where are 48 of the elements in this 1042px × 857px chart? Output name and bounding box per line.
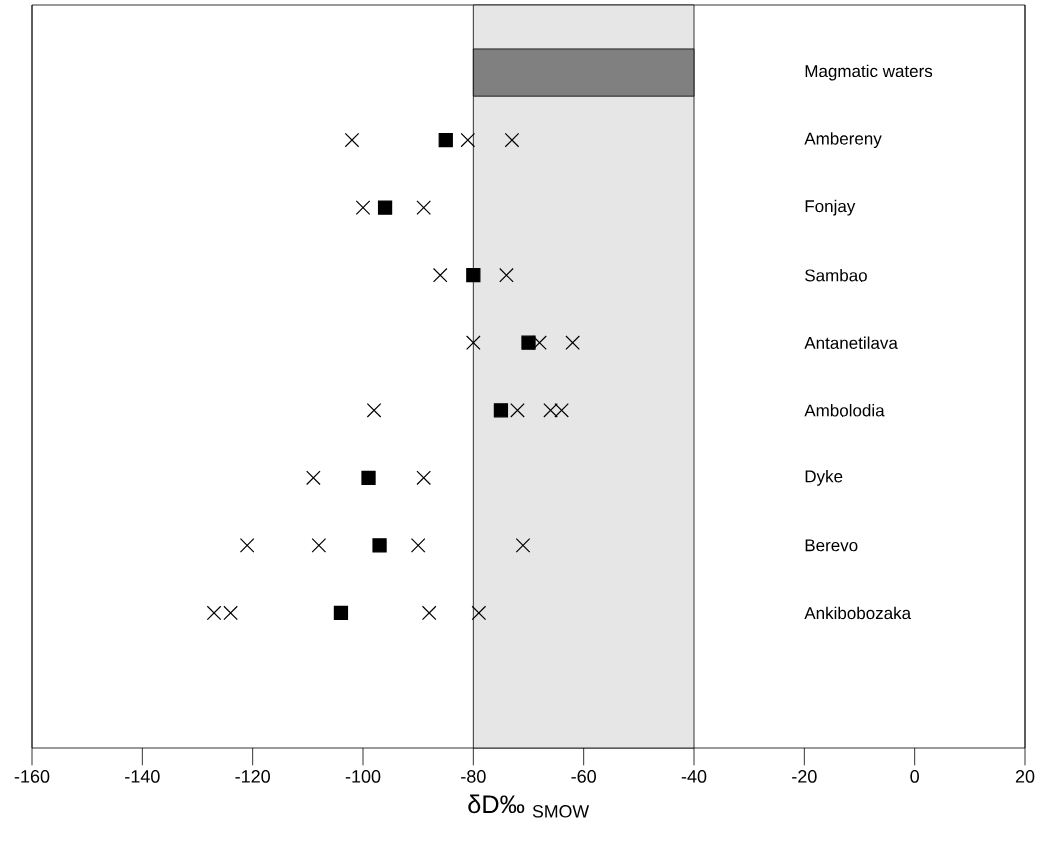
point [416,200,431,215]
y-tick-label: Sambao [805,268,867,282]
point [493,403,509,418]
point [421,605,437,621]
point [361,470,376,485]
point [565,335,580,351]
x-tick-label: 20 [1015,770,1035,783]
point [410,538,426,553]
point [510,402,525,418]
x-tick-label: -60 [571,770,596,783]
y-tick-label: Ankibobozaka [804,606,912,620]
y-tick-label: Fonjay [805,199,856,216]
x-tick-label: -140 [125,770,160,783]
point [515,538,531,553]
x-tick-label: -80 [461,770,486,783]
x-tick-label: -160 [14,770,50,783]
point [239,538,255,553]
point [532,335,547,351]
point [306,470,321,486]
point [466,335,481,351]
point [438,132,453,148]
y-tick-label: Berevo [805,539,858,552]
x-tick-label: -20 [792,770,817,783]
y-tick-label: Ambolodia [804,404,885,417]
point [499,267,514,283]
y-tick-label: Antanetilava [804,336,898,349]
point [504,132,520,148]
x-tick-label: -40 [681,770,707,783]
x-axis-title: δD‰ $_{SMOW}$ [468,794,590,818]
y-tick-label: Dyke [805,469,843,486]
point [471,605,487,621]
point [366,402,382,418]
x-tick-label: -100 [345,770,381,783]
point [355,200,371,215]
point [377,200,393,215]
point [466,268,481,283]
y-tick-label: Ambereny [804,132,882,149]
x-tick-label: 0 [910,770,919,783]
point [311,538,327,553]
point [432,267,448,283]
y-tick-label: Magmatic waters [805,64,933,81]
point [333,605,349,621]
point [372,538,387,553]
point [416,470,431,486]
x-tick-label: -120 [235,770,270,783]
point [460,132,476,148]
point [521,335,536,350]
point [344,132,360,148]
